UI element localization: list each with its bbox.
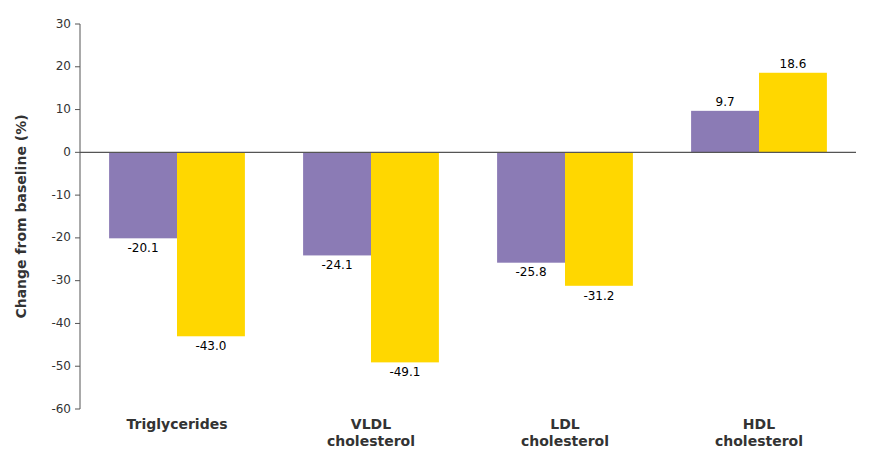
y-axis-line — [80, 24, 81, 409]
bar — [759, 73, 827, 153]
bar — [177, 152, 245, 336]
y-axis: -60 -50 -40 -30 -20 -10 0 10 20 30 — [51, 17, 80, 416]
x-tick-label: LDLcholesterol — [521, 416, 609, 449]
data-label: -20.1 — [128, 241, 159, 255]
bar — [303, 152, 371, 255]
zero-line — [80, 152, 856, 153]
y-tick — [75, 409, 80, 410]
y-tick-label: -30 — [51, 273, 71, 287]
y-tick — [75, 24, 80, 25]
y-tick-label: 30 — [56, 17, 71, 31]
x-axis: Triglycerides VLDLcholesterol LDLcholester… — [126, 416, 803, 449]
bar — [565, 152, 633, 285]
x-tick-label: VLDLcholesterol — [327, 416, 415, 449]
data-label: 18.6 — [780, 57, 807, 71]
x-tick-label: HDLcholesterol — [715, 416, 803, 449]
y-tick-label: -60 — [51, 402, 71, 416]
y-tick — [75, 237, 80, 238]
bar — [497, 152, 565, 262]
data-label: -43.0 — [195, 339, 226, 353]
y-tick-label: 0 — [63, 145, 71, 159]
y-tick — [75, 66, 80, 67]
y-tick-label: -20 — [51, 230, 71, 244]
y-tick — [75, 195, 80, 196]
y-axis-label: Change from baseline (%) — [13, 114, 29, 318]
bars — [109, 73, 827, 363]
bar — [691, 111, 759, 152]
chart: -60 -50 -40 -30 -20 -10 0 10 20 30 Change from bas… — [0, 0, 876, 471]
data-label: -49.1 — [389, 365, 420, 379]
y-tick-label: -40 — [51, 316, 71, 330]
y-tick — [75, 366, 80, 367]
y-tick — [75, 323, 80, 324]
y-tick — [75, 152, 80, 153]
y-tick — [75, 280, 80, 281]
data-label: -31.2 — [583, 289, 614, 303]
y-tick-label: 20 — [56, 59, 71, 73]
chart-container: -60 -50 -40 -30 -20 -10 0 10 20 30 Change from bas… — [0, 0, 876, 471]
data-label: -24.1 — [322, 258, 353, 272]
y-tick — [75, 109, 80, 110]
x-tick-label: Triglycerides — [126, 416, 227, 432]
bar — [109, 152, 177, 238]
y-tick-label: 10 — [56, 102, 71, 116]
data-label: -25.8 — [516, 265, 547, 279]
data-label: 9.7 — [716, 95, 735, 109]
data-labels: -20.1 -24.1 -25.8 9.7 -43.0 -49.1 -31.2 18.6 — [128, 57, 807, 379]
bar — [371, 152, 439, 362]
y-tick-label: -10 — [51, 188, 71, 202]
y-tick-label: -50 — [51, 359, 71, 373]
